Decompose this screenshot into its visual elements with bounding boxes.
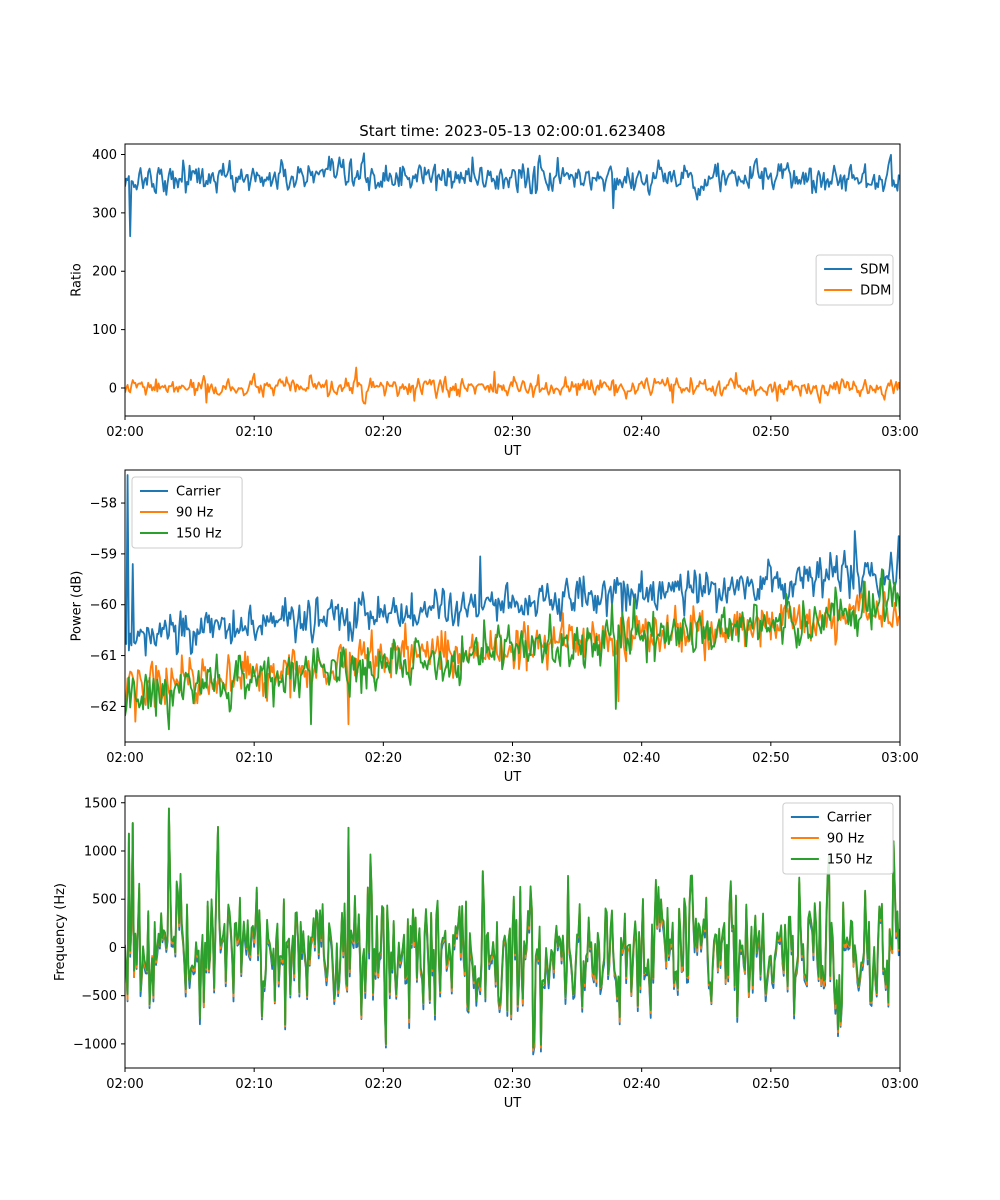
y-axis-label: Ratio [69, 263, 84, 296]
x-tick-label: 02:30 [494, 425, 531, 440]
y-tick-label: 200 [92, 265, 117, 280]
legend-box [815, 254, 894, 306]
legend-box [782, 802, 894, 875]
y-axis-label: Frequency (Hz) [53, 883, 68, 981]
legend-label: DDM [860, 284, 891, 299]
legend-label: 90 Hz [827, 832, 864, 847]
legend-label: 90 Hz [176, 506, 213, 521]
x-tick-label: 02:20 [365, 1077, 402, 1092]
y-tick-label: 1500 [84, 796, 117, 811]
series-line-sdm [125, 152, 900, 238]
y-tick-label: 0 [109, 381, 117, 396]
series-line-ddm [125, 366, 900, 405]
x-tick-label: 02:50 [752, 425, 789, 440]
legend-label: Carrier [176, 485, 221, 500]
x-tick-label: 03:00 [881, 425, 918, 440]
y-tick-label: −58 [90, 497, 117, 512]
x-axis-label: UT [504, 1096, 522, 1111]
x-tick-label: 02:20 [365, 425, 402, 440]
y-tick-label: 0 [109, 941, 117, 956]
y-tick-label: 1000 [84, 844, 117, 859]
legend: Carrier 90 Hz 150 Hz [782, 802, 894, 875]
series-line-carrier [125, 474, 900, 657]
x-tick-label: 02:10 [235, 425, 272, 440]
y-tick-label: −1000 [73, 1037, 117, 1052]
x-tick-label: 02:40 [623, 425, 660, 440]
x-axis-label: UT [504, 444, 522, 459]
series-line-150-hz [125, 568, 900, 731]
x-tick-label: 02:00 [106, 751, 143, 766]
legend: Carrier 90 Hz 150 Hz [131, 476, 243, 549]
x-tick-label: 02:30 [494, 751, 531, 766]
x-tick-label: 02:50 [752, 1077, 789, 1092]
y-tick-label: 100 [92, 323, 117, 338]
x-tick-label: 02:40 [623, 751, 660, 766]
figure-title: Start time: 2023-05-13 02:00:01.623408 [359, 122, 665, 140]
legend-label: Carrier [827, 811, 872, 826]
y-tick-label: −59 [90, 547, 117, 562]
y-tick-label: 400 [92, 148, 117, 163]
x-tick-label: 02:00 [106, 1077, 143, 1092]
chart-panel-1: 02:00 02:10 02:20 02:30 02:40 02:50 03:00 UT 0 10… [69, 143, 919, 459]
x-tick-label: 02:20 [365, 751, 402, 766]
x-tick-label: 02:10 [235, 1077, 272, 1092]
y-axis-label: Power (dB) [69, 571, 84, 642]
x-axis-label: UT [504, 770, 522, 785]
x-tick-label: 03:00 [881, 751, 918, 766]
x-tick-label: 02:10 [235, 751, 272, 766]
legend: SDM DDM [815, 254, 894, 306]
y-tick-label: −62 [90, 700, 117, 715]
y-tick-label: 300 [92, 206, 117, 221]
x-tick-label: 02:30 [494, 1077, 531, 1092]
x-tick-label: 02:40 [623, 1077, 660, 1092]
legend-box [131, 476, 243, 549]
chart-panel-2: 02:00 02:10 02:20 02:30 02:40 02:50 03:00 UT −62… [69, 469, 919, 785]
y-tick-label: −500 [81, 989, 117, 1004]
chart-panel-3: 02:00 02:10 02:20 02:30 02:40 02:50 03:00 UT −10… [53, 795, 919, 1111]
x-tick-label: 03:00 [881, 1077, 918, 1092]
legend-label: SDM [860, 263, 889, 278]
x-tick-label: 02:50 [752, 751, 789, 766]
y-tick-label: −61 [90, 649, 117, 664]
series-line-150-hz [125, 807, 900, 1049]
legend-label: 150 Hz [176, 527, 222, 542]
y-tick-label: −60 [90, 598, 117, 613]
legend-label: 150 Hz [827, 853, 873, 868]
x-tick-label: 02:00 [106, 425, 143, 440]
y-tick-label: 500 [92, 893, 117, 908]
